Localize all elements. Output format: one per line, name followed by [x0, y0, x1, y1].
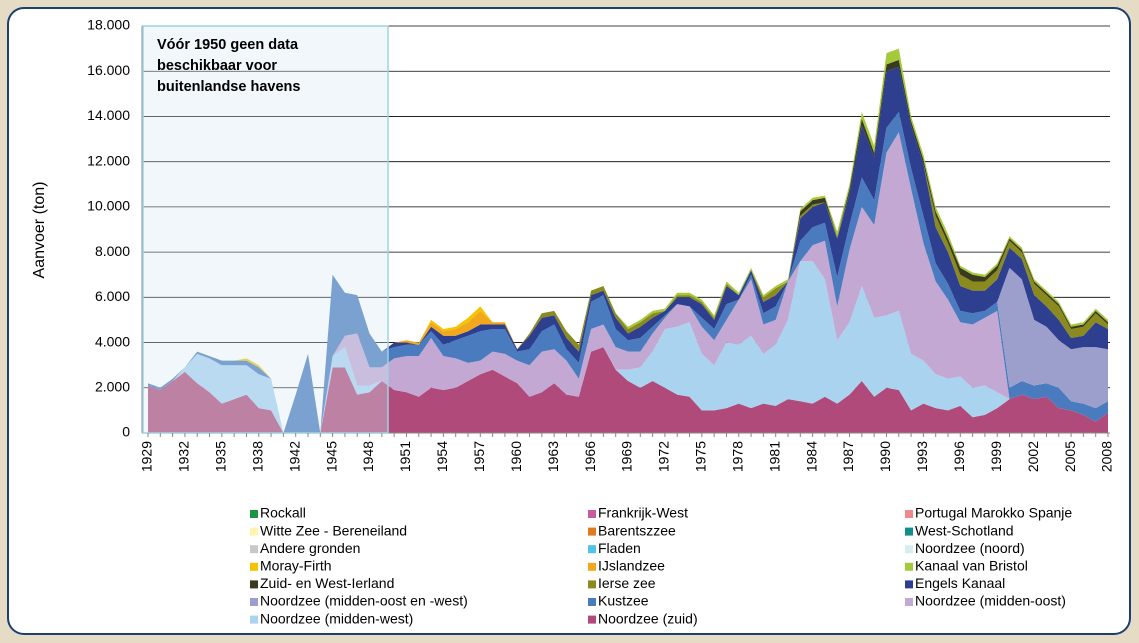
x-tick-label: 1966: [582, 441, 598, 472]
y-tick-label: 16.000: [87, 62, 130, 78]
x-tick-label: 1969: [619, 441, 635, 472]
legend-label: Frankrijk-West: [598, 505, 688, 521]
legend-swatch: [588, 580, 596, 589]
x-tick-label: 1932: [176, 441, 192, 472]
y-tick-label: 4.000: [95, 333, 130, 349]
x-tick-label: 1963: [545, 441, 561, 472]
legend-label: IJslandzee: [598, 558, 665, 574]
x-tick-label: 1951: [397, 441, 413, 472]
legend-label: Kustzee: [598, 593, 649, 609]
legend-label: Ierse zee: [598, 575, 656, 591]
x-tick-label: 1975: [693, 441, 709, 472]
legend-swatch: [250, 615, 258, 624]
legend-swatch: [905, 545, 913, 554]
legend-label: Noordzee (midden-oost en -west): [260, 593, 468, 609]
y-tick-label: 2.000: [95, 378, 130, 394]
x-tick-label: 1993: [914, 441, 930, 472]
legend-swatch: [588, 615, 596, 624]
x-tick-label: 2005: [1062, 441, 1078, 472]
annotation-text: Vóór 1950 geen data: [157, 37, 299, 53]
legend-swatch: [250, 545, 258, 554]
legend-swatch: [588, 527, 596, 536]
y-tick-label: 10.000: [87, 198, 130, 214]
x-tick-label: 1981: [766, 441, 782, 472]
y-tick-label: 6.000: [95, 288, 130, 304]
legend-label: Noordzee (midden-oost): [915, 593, 1066, 609]
legend-swatch: [250, 580, 258, 589]
x-tick-label: 1987: [840, 441, 856, 472]
chart-frame: [7, 7, 1131, 635]
legend-swatch: [588, 510, 596, 518]
legend-swatch: [905, 510, 913, 518]
legend-swatch: [588, 598, 596, 606]
legend-swatch: [250, 527, 258, 536]
area: [148, 66, 1108, 433]
y-tick-label: 14.000: [87, 107, 130, 123]
legend-swatch: [250, 562, 258, 571]
legend-label: Fladen: [598, 540, 641, 556]
legend-label: Noordzee (midden-west): [260, 610, 413, 626]
legend-label: Portugal Marokko Spanje: [915, 505, 1072, 521]
legend-swatch: [250, 598, 258, 606]
x-tick-label: 1978: [729, 441, 745, 472]
legend-label: West-Schotland: [915, 522, 1014, 538]
annotation-text: buitenlandse havens: [157, 79, 300, 95]
legend-swatch: [905, 527, 913, 536]
area: [148, 261, 1108, 433]
x-tick-label: 1960: [508, 441, 524, 472]
legend-swatch: [905, 580, 913, 589]
annotation-box: [142, 25, 389, 434]
legend-label: Noordzee (zuid): [598, 610, 698, 626]
y-axis-label: Aanvoer (ton): [31, 182, 48, 279]
x-tick-label: 1945: [323, 441, 339, 472]
legend-label: Witte Zee - Bereneiland: [260, 522, 407, 538]
x-tick-label: 1990: [877, 441, 893, 472]
y-tick-label: 12.000: [87, 152, 130, 168]
x-tick-label: 1935: [213, 441, 229, 472]
y-tick-label: 18.000: [87, 17, 130, 33]
x-tick-label: 1972: [656, 441, 672, 472]
x-tick-label: 1954: [434, 441, 450, 472]
area: [148, 132, 1108, 434]
x-tick-label: 1984: [803, 441, 819, 472]
legend-label: Barentszzee: [598, 522, 676, 538]
y-tick-label: 0: [122, 424, 130, 440]
x-tick-label: 1996: [951, 441, 967, 472]
legend-label: Engels Kanaal: [915, 575, 1005, 591]
legend-swatch: [905, 562, 913, 571]
y-tick-label: 8.000: [95, 243, 130, 259]
x-tick-label: 1942: [286, 441, 302, 472]
legend-label: Andere gronden: [260, 540, 360, 556]
x-tick-label: 1938: [249, 441, 265, 472]
x-tick-label: 1957: [471, 441, 487, 472]
legend-swatch: [905, 598, 913, 606]
legend-swatch: [250, 510, 258, 518]
x-tick-label: 1929: [139, 441, 155, 472]
x-tick-label: 1948: [360, 441, 376, 472]
legend-label: Zuid- en West-Ierland: [260, 575, 394, 591]
legend-label: Moray-Firth: [260, 558, 332, 574]
legend-label: Rockall: [260, 505, 306, 521]
x-tick-label: 2008: [1099, 441, 1115, 472]
legend-label: Noordzee (noord): [915, 540, 1025, 556]
x-tick-label: 1999: [988, 441, 1004, 472]
legend-swatch: [588, 545, 596, 554]
x-tick-label: 2002: [1025, 441, 1041, 472]
legend-swatch: [588, 562, 596, 571]
annotation-text: beschikbaar voor: [157, 58, 277, 74]
legend-label: Kanaal van Bristol: [915, 558, 1028, 574]
